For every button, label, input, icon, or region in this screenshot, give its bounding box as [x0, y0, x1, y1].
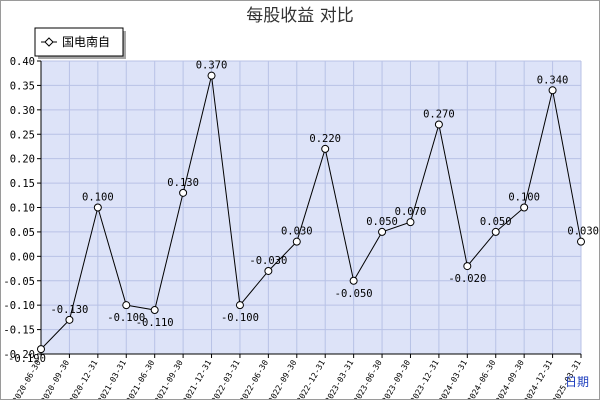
data-label: 0.220 [309, 133, 341, 145]
y-tick-label: -0.10 [3, 300, 35, 312]
x-axis-label: 日期 [565, 375, 589, 389]
data-label: 0.370 [196, 60, 228, 72]
data-point [292, 237, 301, 246]
data-point [37, 345, 45, 354]
data-point [235, 301, 244, 310]
data-point [577, 237, 585, 246]
data-point [321, 144, 330, 153]
x-tick-label: 2022-12-31 [295, 358, 327, 399]
chart-title: 每股收益 对比 [246, 6, 353, 26]
legend-entry: 国电南自 [62, 34, 110, 49]
data-point [406, 218, 415, 227]
data-point [65, 315, 74, 324]
data-point [463, 262, 472, 271]
data-label: -0.100 [107, 312, 145, 324]
y-tick-label: 0.30 [10, 105, 35, 117]
data-point [207, 71, 216, 80]
data-point [150, 306, 159, 315]
x-tick-label: 2021-09-30 [153, 358, 185, 399]
data-label: 0.100 [82, 192, 114, 204]
data-point [378, 227, 387, 236]
x-tick-label: 2023-03-31 [323, 358, 355, 399]
data-point [491, 227, 500, 236]
data-point [434, 120, 443, 129]
y-tick-label: -0.20 [3, 349, 35, 361]
series-line [40, 75, 582, 350]
legend-marker-icon [44, 37, 54, 47]
x-tick-label: 2022-06-30 [238, 358, 270, 399]
data-label: 0.100 [508, 192, 540, 204]
y-tick-label: 0.20 [10, 154, 35, 166]
data-point [179, 188, 188, 197]
data-label: -0.130 [50, 304, 88, 316]
data-label: 0.270 [423, 108, 455, 120]
y-axis-ticks: 0.40 0.35 0.30 0.25 0.20 0.15 0.10 0.05 0.00 -0.0… [3, 56, 41, 361]
x-tick-label: 2023-12-31 [409, 358, 441, 399]
data-label: 0.030 [567, 226, 599, 238]
data-label: 0.050 [480, 216, 512, 228]
y-tick-label: 0.35 [10, 80, 35, 92]
data-label: 0.030 [281, 226, 313, 238]
data-label: -0.050 [335, 288, 373, 300]
x-tick-label: 2023-09-30 [380, 358, 412, 399]
data-point [349, 276, 358, 285]
data-point [520, 203, 529, 212]
data-point [93, 203, 102, 212]
y-tick-label: 0.05 [10, 227, 35, 239]
data-point [264, 266, 273, 275]
grid-lines [40, 60, 582, 355]
y-tick-label: 0.10 [10, 203, 35, 215]
y-tick-label: -0.15 [3, 325, 35, 337]
data-label: -0.020 [448, 273, 486, 285]
data-label: 0.340 [537, 74, 569, 86]
x-tick-label: 2024-03-31 [437, 358, 469, 399]
x-tick-label: 2024-12-31 [522, 358, 554, 399]
y-tick-label: 0.40 [10, 56, 35, 68]
x-tick-label: 2020-12-31 [68, 358, 100, 399]
data-label: 0.050 [366, 216, 398, 228]
x-axis-ticks: 2020-06-302020-09-302020-12-312021-03-31… [11, 354, 583, 399]
x-tick-label: 2024-06-30 [466, 358, 498, 399]
data-label: -0.190 [8, 353, 46, 365]
x-tick-label: 2021-12-31 [181, 358, 213, 399]
x-tick-label: 2022-03-31 [210, 358, 242, 399]
y-tick-label: 0.00 [10, 251, 35, 263]
data-label: 0.130 [167, 177, 199, 189]
data-label: -0.100 [221, 312, 259, 324]
data-point [122, 301, 131, 310]
legend: 国电南自 [34, 27, 126, 59]
data-label: 0.070 [395, 206, 427, 218]
x-tick-label: 2022-09-30 [267, 358, 299, 399]
series-group: -0.190-0.1300.100-0.100-0.1100.1300.370-… [8, 60, 599, 365]
data-label: -0.110 [136, 317, 174, 329]
x-tick-label: 2021-06-30 [125, 358, 157, 399]
x-tick-label: 2023-06-30 [352, 358, 384, 399]
y-tick-label: 0.25 [10, 129, 35, 141]
y-tick-label: 0.15 [10, 178, 35, 190]
x-tick-label: 2024-09-30 [494, 358, 526, 399]
data-point [548, 86, 557, 95]
data-label: -0.030 [249, 255, 287, 267]
y-tick-label: -0.05 [3, 276, 35, 288]
x-tick-label: 2021-03-31 [96, 358, 128, 399]
